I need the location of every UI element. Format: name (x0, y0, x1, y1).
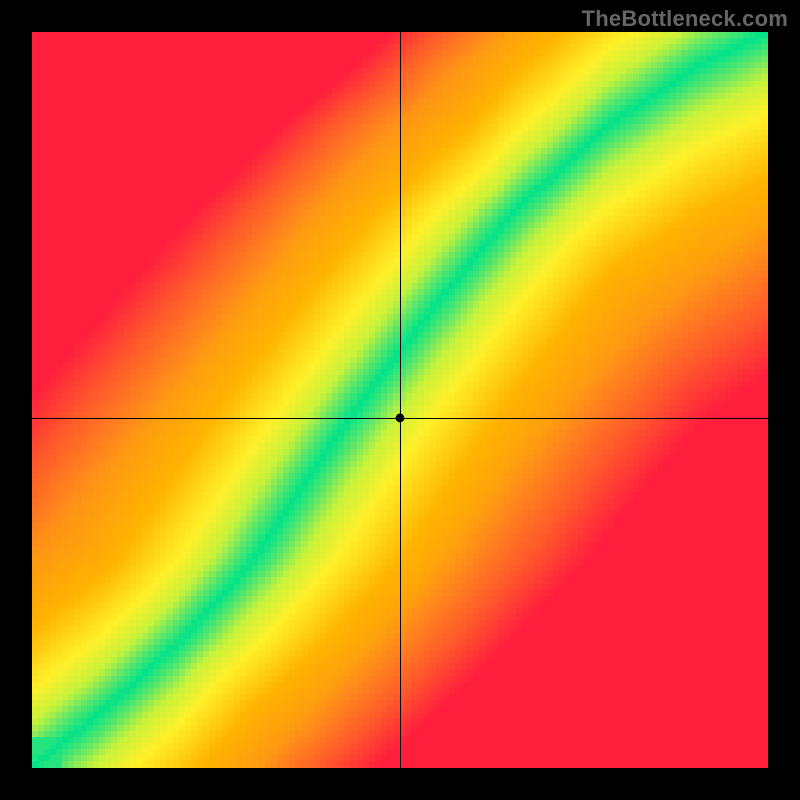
watermark-text: TheBottleneck.com (582, 6, 788, 32)
bottleneck-heatmap (32, 32, 768, 768)
chart-container: TheBottleneck.com (0, 0, 800, 800)
